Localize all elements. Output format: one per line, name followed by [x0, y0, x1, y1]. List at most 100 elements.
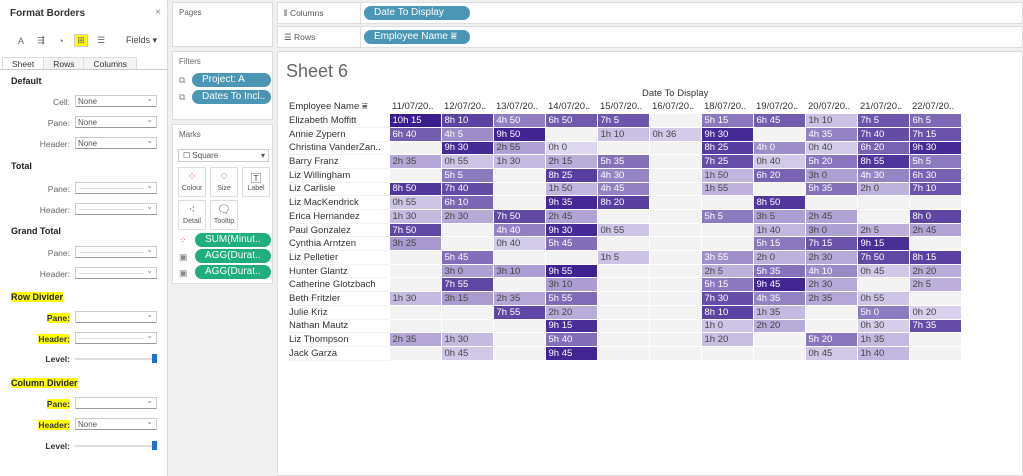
employee-name[interactable]: Paul Gonzalez	[286, 223, 389, 238]
heatmap-cell[interactable]: 2h 35	[804, 291, 858, 306]
heatmap-cell[interactable]	[648, 250, 702, 265]
heatmap-cell[interactable]: 9h 15	[544, 318, 598, 334]
heatmap-cell[interactable]: 1h 30	[388, 291, 442, 306]
heatmap-cell[interactable]	[440, 318, 494, 334]
heatmap-cell[interactable]: 1h 10	[596, 126, 650, 142]
heatmap-cell[interactable]	[388, 167, 442, 183]
heatmap-cell[interactable]: 0h 20	[908, 304, 962, 320]
employee-name[interactable]: Catherine Glotzbach	[286, 277, 389, 293]
heatmap-cell[interactable]: 1h 35	[752, 304, 806, 320]
heatmap-cell[interactable]	[648, 332, 702, 347]
heatmap-cell[interactable]	[700, 345, 754, 361]
employee-name[interactable]: Liz MacKendrick	[286, 195, 389, 210]
heatmap-cell[interactable]	[492, 318, 546, 334]
heatmap-cell[interactable]: 2h 5	[700, 263, 754, 279]
heatmap-cell[interactable]: 7h 40	[856, 126, 910, 142]
mark-type-select[interactable]: ☐ Square ▾	[178, 149, 269, 162]
heatmap-cell[interactable]: 5h 45	[440, 250, 494, 265]
heatmap-cell[interactable]: 6h 30	[908, 167, 962, 183]
heatmap-cell[interactable]: 0h 40	[752, 154, 806, 169]
heatmap-cell[interactable]: 2h 5	[908, 277, 962, 293]
heatmap-cell[interactable]: 2h 20	[752, 318, 806, 334]
heatmap-cell[interactable]: 10h 15	[388, 113, 442, 128]
heatmap-cell[interactable]	[856, 195, 910, 210]
filter-pill-project[interactable]: Project: A	[192, 73, 271, 87]
heatmap-cell[interactable]: 1h 10	[804, 113, 858, 128]
heatmap-cell[interactable]	[648, 263, 702, 279]
employee-name[interactable]: Julie Kriz	[286, 305, 389, 320]
column-divider-header-select[interactable]: None	[75, 416, 157, 430]
heatmap-cell[interactable]: 4h 35	[804, 126, 858, 142]
default-pane-select[interactable]: None	[75, 114, 157, 128]
default-header-select[interactable]: None	[75, 135, 157, 149]
heatmap-cell[interactable]	[908, 291, 962, 306]
total-header-select[interactable]	[75, 201, 157, 215]
heatmap-cell[interactable]	[388, 304, 442, 320]
heatmap-cell[interactable]: 4h 0	[752, 140, 806, 156]
heatmap-cell[interactable]: 5h 20	[804, 154, 858, 169]
heatmap-cell[interactable]	[388, 277, 442, 293]
heatmap-cell[interactable]	[440, 236, 494, 252]
heatmap-cell[interactable]: 1h 50	[544, 181, 598, 197]
heatmap-cell[interactable]: 7h 55	[440, 277, 494, 293]
heatmap-cell[interactable]: 2h 20	[908, 263, 962, 279]
date-column-header[interactable]: 13/07/20..	[496, 101, 539, 113]
heatmap-cell[interactable]	[648, 318, 702, 334]
heatmap-cell[interactable]	[752, 181, 806, 197]
row-header[interactable]: Employee Name ⩸	[289, 101, 368, 113]
heatmap-cell[interactable]: 9h 45	[544, 345, 598, 361]
slider-thumb[interactable]	[152, 354, 157, 363]
heatmap-cell[interactable]: 3h 10	[544, 277, 598, 293]
heatmap-cell[interactable]: 7h 15	[908, 126, 962, 142]
heatmap-cell[interactable]: 7h 5	[856, 113, 910, 128]
heatmap-cell[interactable]: 5h 45	[544, 236, 598, 252]
heatmap-cell[interactable]: 9h 50	[492, 126, 546, 142]
heatmap-cell[interactable]: 5h 35	[596, 154, 650, 169]
heatmap-cell[interactable]: 8h 55	[856, 154, 910, 169]
heatmap-cell[interactable]	[804, 195, 858, 210]
heatmap-cell[interactable]	[492, 250, 546, 265]
heatmap-cell[interactable]: 8h 0	[908, 209, 962, 224]
heatmap-cell[interactable]: 0h 45	[856, 263, 910, 279]
heatmap-cell[interactable]: 2h 35	[388, 332, 442, 347]
heatmap-cell[interactable]	[596, 277, 650, 293]
date-column-header[interactable]: 19/07/20..	[756, 101, 799, 113]
heatmap-cell[interactable]	[596, 209, 650, 224]
heatmap-cell[interactable]	[596, 318, 650, 334]
heatmap-cell[interactable]: 1h 40	[856, 345, 910, 361]
heatmap-cell[interactable]: 9h 35	[544, 195, 598, 210]
heatmap-cell[interactable]: 8h 15	[908, 250, 962, 265]
heatmap-cell[interactable]: 0h 45	[440, 345, 494, 361]
rows-pill[interactable]: Employee Name ⩸	[364, 30, 470, 44]
heatmap-cell[interactable]: 2h 55	[492, 140, 546, 156]
date-column-header[interactable]: 15/07/20..	[600, 101, 643, 113]
heatmap-cell[interactable]: 6h 5	[908, 113, 962, 128]
heatmap-cell[interactable]	[388, 250, 442, 265]
date-column-header[interactable]: 21/07/20..	[860, 101, 903, 113]
heatmap-cell[interactable]	[648, 167, 702, 183]
heatmap-cell[interactable]: 4h 35	[752, 291, 806, 306]
heatmap-cell[interactable]: 0h 45	[804, 345, 858, 361]
employee-name[interactable]: Liz Thompson	[286, 332, 389, 347]
heatmap-cell[interactable]: 1h 30	[440, 332, 494, 347]
heatmap-cell[interactable]	[856, 209, 910, 224]
heatmap-cell[interactable]: 7h 35	[908, 318, 962, 334]
heatmap-cell[interactable]: 0h 30	[856, 318, 910, 334]
heatmap-cell[interactable]: 4h 5	[440, 126, 494, 142]
heatmap-cell[interactable]	[596, 291, 650, 306]
row-divider-header-select[interactable]	[75, 330, 157, 344]
default-cell-select[interactable]: None	[75, 93, 157, 107]
heatmap-cell[interactable]	[596, 140, 650, 156]
heatmap-cell[interactable]: 3h 25	[388, 236, 442, 252]
heatmap-cell[interactable]	[648, 140, 702, 156]
alignment-icon[interactable]: ⇶	[37, 35, 45, 45]
columns-shelf[interactable]: ⫴ Columns Date To Display	[277, 2, 1023, 24]
columns-pill[interactable]: Date To Display	[364, 6, 470, 20]
date-column-header[interactable]: 20/07/20..	[808, 101, 851, 113]
rows-shelf[interactable]: ☰ Rows Employee Name ⩸	[277, 26, 1023, 48]
tab-sheet[interactable]: Sheet	[2, 57, 45, 69]
heatmap-cell[interactable]	[856, 277, 910, 293]
heatmap-cell[interactable]: 6h 40	[388, 126, 442, 142]
heatmap-cell[interactable]: 4h 30	[856, 167, 910, 183]
heatmap-cell[interactable]: 7h 15	[804, 236, 858, 252]
